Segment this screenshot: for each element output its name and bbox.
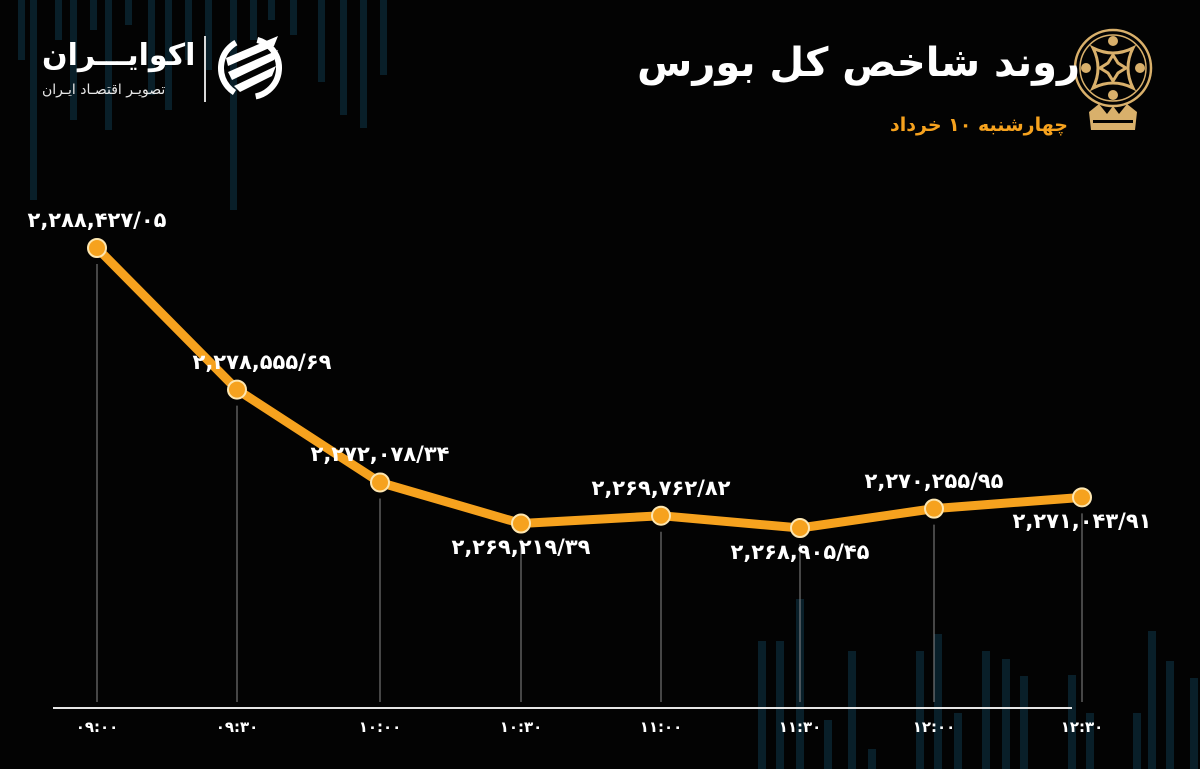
background-bar [340,0,347,115]
background-bar [758,641,766,769]
brand-name: اکوایـــران [42,38,196,73]
background-bar [868,749,876,769]
brand-separator [204,36,206,102]
x-axis-tick-label: ۱۰:۳۰ [499,718,543,736]
data-value-label: ۲,۲۸۸,۴۲۷/۰۵ [27,208,167,232]
data-value-label: ۲,۲۶۹,۷۶۲/۸۲ [591,475,731,500]
background-bar [982,651,990,769]
x-axis-tick-label: ۱۱:۰۰ [639,718,683,736]
background-bar [30,0,37,200]
data-point-marker[interactable] [511,513,531,534]
x-axis-tick-label: ۰۹:۰۰ [75,718,119,736]
page-title: روند شاخص کل بورس [637,40,1080,86]
background-bar [848,651,856,769]
brand-tagline: تصویـر اقتصـاد ایـران [42,82,166,98]
background-bar [1002,659,1010,769]
background-bar [1086,713,1094,769]
background-bar [1166,661,1174,769]
background-bar [1133,713,1141,769]
data-point-marker[interactable] [227,379,247,400]
x-axis-tick-label: ۱۲:۰۰ [912,718,956,736]
data-value-label: ۲,۲۷۸,۵۵۵/۶۹ [192,349,332,374]
background-bar [824,720,832,769]
series-line [92,243,1087,533]
data-value-label: ۲,۲۷۱,۰۴۳/۹۱ [1012,509,1152,534]
x-axis-tick-label: ۱۲:۳۰ [1060,718,1104,736]
background-bar [318,0,325,82]
background-bar [268,0,275,20]
background-bar [70,0,77,120]
background-bar [148,0,155,95]
data-value-label: ۲,۲۷۲,۰۷۸/۳۴ [310,442,450,467]
background-bar [1148,631,1156,769]
background-bar [380,0,387,75]
background-bar [230,0,237,210]
background-bar [1190,678,1198,769]
data-value-label: ۲,۲۷۰,۲۵۵/۹۵ [864,468,1004,493]
background-bar [776,641,784,769]
background-bar [290,0,297,35]
background-bar [18,0,25,60]
background-bar [165,0,172,110]
background-bar [105,0,112,130]
background-bar [250,0,257,40]
background-bar [205,0,212,70]
guide-lines [96,264,1083,702]
background-bar [1068,675,1076,769]
data-value-label: ۲,۲۶۸,۹۰۵/۴۵ [730,540,870,564]
background-bar [916,651,924,769]
x-axis-tick-label: ۱۰:۰۰ [358,718,402,736]
data-point-marker[interactable] [370,472,390,493]
x-axis-tick-label: ۱۱:۳۰ [778,718,822,736]
data-value-label: ۲,۲۶۹,۲۱۹/۳۹ [451,535,591,560]
ecoiran-logo-icon [218,36,282,100]
background-bar [55,0,62,40]
data-point-marker[interactable] [924,498,944,519]
x-axis-tick-label: ۰۹:۳۰ [215,718,259,736]
stock-exchange-emblem-icon [1073,28,1153,130]
background-bar [1020,676,1028,769]
background-bar [185,0,192,60]
background-bar [934,634,942,769]
data-point-marker[interactable] [651,505,671,526]
background-bar [125,0,132,25]
data-point-marker[interactable] [790,518,810,538]
background-bar [90,0,97,30]
background-bar [954,713,962,769]
background-bar [360,0,367,128]
data-markers [87,238,1092,538]
data-point-marker[interactable] [87,238,107,258]
data-point-marker[interactable] [1072,487,1092,508]
date-subtitle: چهارشنبه ۱۰ خرداد [889,114,1068,136]
